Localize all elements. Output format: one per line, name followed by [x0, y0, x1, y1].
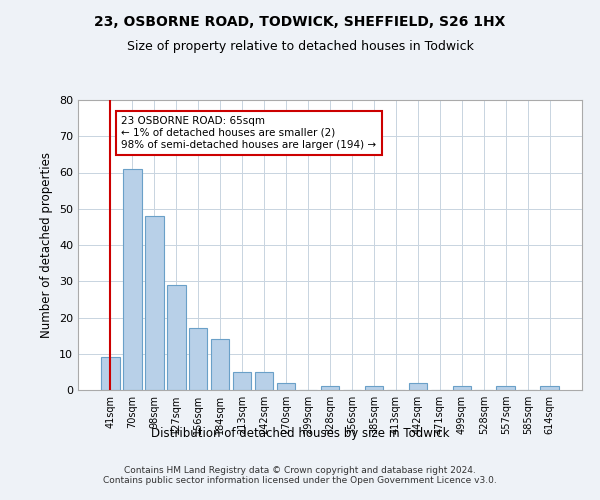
Bar [320, 386, 340, 390]
Bar [541, 386, 559, 390]
Bar [452, 386, 471, 390]
Text: Distribution of detached houses by size in Todwick: Distribution of detached houses by size … [151, 428, 449, 440]
Text: 23, OSBORNE ROAD, TODWICK, SHEFFIELD, S26 1HX: 23, OSBORNE ROAD, TODWICK, SHEFFIELD, S2… [94, 15, 506, 29]
Bar [365, 386, 383, 390]
Bar [277, 383, 295, 390]
Bar [255, 372, 274, 390]
Bar [211, 339, 229, 390]
Bar [101, 358, 119, 390]
Bar [496, 386, 515, 390]
Text: Contains HM Land Registry data © Crown copyright and database right 2024.
Contai: Contains HM Land Registry data © Crown c… [103, 466, 497, 485]
Bar [145, 216, 164, 390]
Bar [409, 383, 427, 390]
Bar [123, 169, 142, 390]
Bar [167, 285, 185, 390]
Y-axis label: Number of detached properties: Number of detached properties [40, 152, 53, 338]
Text: 23 OSBORNE ROAD: 65sqm
← 1% of detached houses are smaller (2)
98% of semi-detac: 23 OSBORNE ROAD: 65sqm ← 1% of detached … [121, 116, 376, 150]
Bar [233, 372, 251, 390]
Text: Size of property relative to detached houses in Todwick: Size of property relative to detached ho… [127, 40, 473, 53]
Bar [189, 328, 208, 390]
